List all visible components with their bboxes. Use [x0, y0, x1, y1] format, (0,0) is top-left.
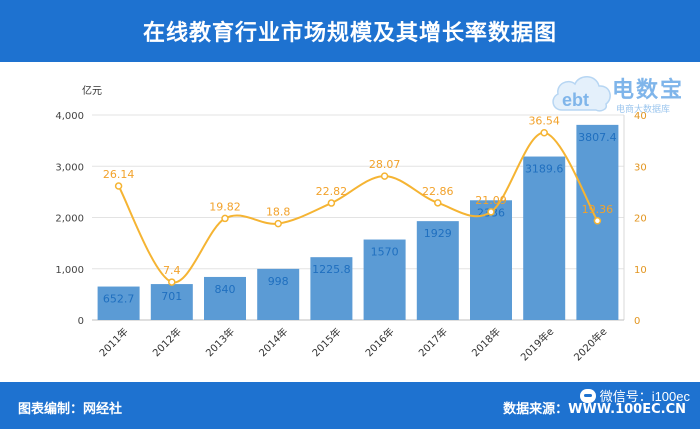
left-axis-unit: 亿元	[82, 84, 102, 97]
line-point	[434, 199, 442, 207]
x-tick-label: 2020年e	[571, 325, 610, 364]
bar-value-label: 3807.4	[578, 131, 617, 144]
x-tick-label: 2011年	[96, 325, 130, 359]
x-tick-label: 2014年	[256, 325, 290, 359]
logo-brand: 电数宝	[612, 78, 685, 103]
line-value-label: 19.36	[582, 203, 614, 216]
line-value-label: 28.07	[369, 158, 401, 171]
logo-mark: ebt	[562, 90, 589, 110]
wechat-icon	[579, 388, 596, 403]
bar	[310, 257, 353, 320]
bar	[523, 156, 566, 320]
line-point	[540, 128, 548, 137]
x-tick-label: 2019年e	[518, 325, 557, 364]
right-tick-label: 0	[634, 316, 640, 327]
line-value-label: 21.09	[475, 194, 507, 207]
bar	[257, 268, 300, 320]
cloud-logo-icon: ebt	[552, 76, 611, 112]
line-point	[274, 219, 282, 228]
line-value-label: 19.82	[209, 200, 241, 213]
logo-subtitle: 电商大数据库	[616, 105, 671, 115]
bar-line-chart: 亿元 652.77018409981225.81570192923363189.…	[55, 84, 647, 364]
line-point	[221, 214, 229, 223]
right-tick-label: 10	[634, 265, 647, 276]
line-point	[487, 208, 495, 216]
dianshubao-logo: ebt 电数宝 电商大数据库	[548, 66, 698, 122]
line-series: 26.14 7.4 19.82 18.8 22.82 28.07 22.86 21.09 36.…	[103, 115, 614, 286]
line-point	[593, 217, 602, 225]
bar	[204, 276, 246, 320]
bar-value-label: 701	[161, 290, 182, 303]
bar-value-label: 998	[268, 275, 289, 288]
growth-rate-line	[117, 131, 599, 284]
bar-value-label: 3189.6	[525, 163, 564, 176]
x-tick-label: 2012年	[150, 325, 184, 359]
left-tick-label: 2,000	[55, 214, 84, 225]
line-value-label: 26.14	[103, 168, 135, 181]
bar-value-label: 1225.8	[312, 263, 351, 276]
line-point	[380, 172, 389, 180]
line-value-label: 22.86	[422, 185, 454, 198]
line-value-label: 36.54	[528, 115, 560, 128]
right-tick-label: 30	[634, 162, 647, 173]
bar	[150, 284, 193, 320]
bar-value-label: 652.7	[103, 293, 135, 306]
bar-value-label: 1929	[424, 227, 452, 240]
left-tick-label: 1,000	[55, 265, 84, 276]
right-tick-label: 20	[634, 214, 647, 225]
data-source: 数据来源：WWW.100EC.CN	[503, 402, 686, 417]
line-value-label: 22.82	[316, 185, 348, 198]
left-tick-label: 0	[78, 316, 84, 327]
line-point	[114, 182, 123, 190]
x-tick-label: 2015年	[309, 325, 343, 359]
right-tick-label: 40	[634, 111, 647, 122]
wechat-handle: 微信号：i100ec	[599, 389, 690, 404]
line-value-label: 7.4	[163, 264, 181, 277]
bar	[416, 221, 459, 320]
x-tick-label: 2016年	[362, 325, 396, 359]
editor-credit: 图表编制：网经社	[18, 402, 123, 417]
x-tick-label: 2018年	[469, 325, 503, 359]
bar	[470, 200, 512, 320]
x-tick-label: 2017年	[416, 325, 450, 359]
left-tick-label: 3,000	[55, 162, 84, 173]
bar-value-label: 840	[215, 283, 236, 296]
left-tick-label: 4,000	[55, 111, 84, 122]
bar	[97, 286, 140, 320]
line-value-label: 18.8	[266, 206, 291, 219]
wechat-watermark: 微信号：i100ec	[579, 386, 690, 405]
line-point	[327, 199, 336, 207]
chart-header: 在线教育行业市场规模及其增长率数据图	[0, 0, 700, 62]
x-tick-label: 2013年	[203, 325, 237, 359]
bar	[363, 239, 406, 320]
line-point	[168, 278, 176, 286]
bar-value-label: 1570	[371, 246, 399, 259]
bar-series: 652.77018409981225.81570192923363189.638…	[97, 124, 619, 320]
chart-title: 在线教育行业市场规模及其增长率数据图	[142, 21, 557, 46]
